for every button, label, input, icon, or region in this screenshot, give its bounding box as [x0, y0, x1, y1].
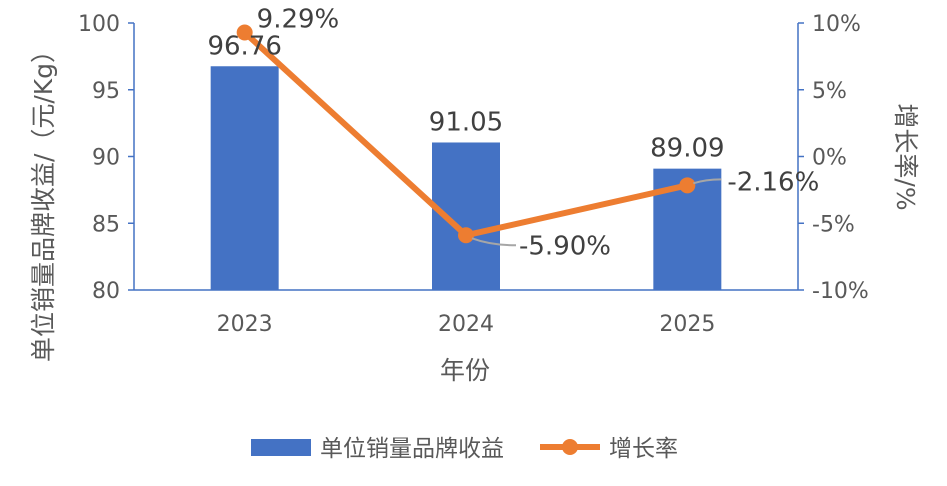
growth-value-label: 9.29%	[257, 4, 340, 34]
x-tick-label: 2024	[438, 312, 494, 337]
y2-tick-label: 10%	[812, 12, 861, 37]
legend-label-line: 增长率	[609, 436, 678, 462]
bar-value-label: 96.76	[207, 31, 281, 61]
growth-marker-2024	[458, 227, 474, 244]
growth-value-label: -5.90%	[519, 231, 611, 261]
y-tick-label: 100	[78, 12, 120, 37]
x-axis-title: 年份	[440, 356, 490, 385]
y-tick-label: 85	[92, 212, 120, 237]
x-tick-label: 2025	[659, 312, 715, 337]
y-tick-label: 80	[92, 279, 120, 304]
y-tick-label: 95	[92, 79, 120, 104]
y2-tick-label: -10%	[812, 279, 869, 304]
y-tick-label: 90	[92, 146, 120, 171]
leader-line-2024	[471, 237, 517, 247]
growth-marker-2023	[236, 24, 253, 41]
growth-value-label: -2.16%	[727, 167, 819, 197]
bar-value-label: 89.09	[650, 134, 724, 164]
y2-tick-label: 5%	[812, 79, 847, 104]
growth-marker-2025	[679, 177, 696, 194]
legend-label-bar: 单位销量品牌收益	[320, 436, 504, 462]
y2-axis-title: 增长率/%	[891, 103, 920, 210]
bar-value-label: 91.05	[429, 107, 503, 137]
y2-tick-label: -5%	[812, 212, 855, 237]
y-axis-title: 单位销量品牌收益/（元/Kg）	[29, 38, 58, 362]
bar-2023	[210, 66, 279, 290]
y2-tick-label: 0%	[812, 146, 847, 171]
x-tick-label: 2023	[217, 312, 273, 337]
legend-swatch-marker	[562, 439, 578, 455]
leader-line-2025	[693, 178, 722, 185]
legend-swatch-bar	[251, 439, 311, 456]
legend: 单位销量品牌收益 增长率	[251, 436, 678, 462]
